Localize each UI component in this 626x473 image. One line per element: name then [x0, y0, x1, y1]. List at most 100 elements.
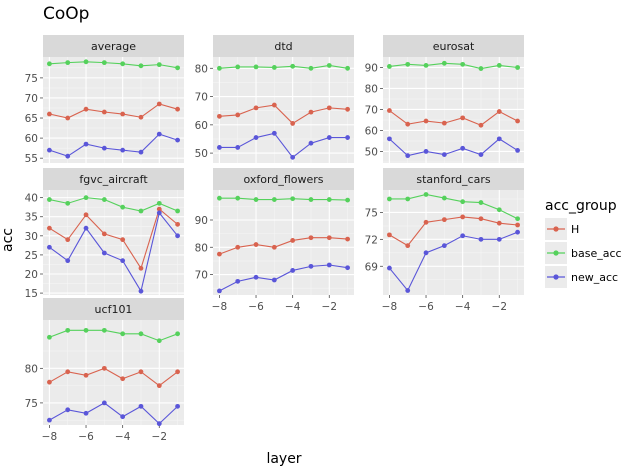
y-tick-label: 55 — [25, 153, 38, 165]
data-point-H — [83, 212, 89, 218]
legend-label: H — [571, 223, 579, 236]
strip-label: eurosat — [433, 40, 475, 53]
panel-fgvc_aircraft: fgvc_aircraft 15 20 25 30 35 40 — [25, 168, 184, 300]
data-point-H — [120, 376, 126, 382]
series-line-new_acc — [49, 402, 178, 425]
data-point-H — [235, 112, 241, 118]
data-point-H — [478, 122, 484, 128]
data-point-base_acc — [271, 65, 277, 70]
data-point-base_acc — [83, 195, 89, 201]
data-point-base_acc — [217, 195, 222, 201]
data-point-base_acc — [65, 60, 71, 66]
data-point-base_acc — [326, 197, 332, 202]
data-point-H — [515, 118, 520, 124]
data-point-base_acc — [515, 65, 520, 70]
data-point-new_acc — [47, 244, 52, 250]
strip-label: dtd — [274, 40, 292, 53]
data-point-H — [460, 115, 466, 121]
strip-label: oxford_flowers — [244, 173, 324, 186]
data-point-new_acc — [290, 268, 296, 273]
data-point-H — [308, 109, 314, 115]
data-point-H — [441, 120, 447, 126]
series-line-H — [49, 367, 178, 387]
y-tick-label: 15 — [25, 288, 38, 300]
series-line-H — [219, 237, 348, 255]
panel-oxford_flowers: oxford_flowers 70 80 90 −8 −6 −4 −2 — [195, 168, 354, 313]
data-point-H — [496, 109, 502, 114]
x-tick-label: −4 — [115, 431, 131, 443]
data-point-new_acc — [271, 277, 277, 283]
y-tick-label: 50 — [195, 148, 208, 160]
data-point-base_acc — [120, 204, 126, 210]
data-point-new_acc — [175, 403, 180, 409]
chart-title: CoOp — [43, 4, 89, 24]
data-point-H — [138, 265, 144, 271]
data-point-new_acc — [83, 225, 89, 231]
data-point-base_acc — [83, 59, 89, 65]
legend-label: new_acc — [571, 271, 618, 284]
data-point-base_acc — [138, 331, 144, 337]
data-point-new_acc — [47, 147, 52, 153]
x-tick-label: −8 — [382, 301, 397, 313]
data-point-base_acc — [460, 61, 466, 67]
data-point-H — [217, 113, 222, 119]
data-point-base_acc — [496, 63, 502, 68]
data-point-base_acc — [175, 331, 180, 337]
data-point-H — [47, 225, 52, 231]
strip-background — [43, 298, 184, 320]
y-tick-label: 25 — [25, 250, 38, 262]
data-point-new_acc — [235, 278, 241, 284]
series-line-new_acc — [219, 264, 348, 292]
data-point-base_acc — [387, 196, 392, 202]
data-point-base_acc — [478, 66, 484, 71]
data-point-new_acc — [460, 145, 466, 151]
series-line-base_acc — [389, 62, 518, 70]
data-point-base_acc — [496, 207, 502, 213]
data-point-H — [441, 217, 447, 223]
strip-label: fgvc_aircraft — [79, 173, 148, 186]
data-point-base_acc — [156, 200, 162, 206]
data-point-base_acc — [101, 60, 107, 66]
data-point-base_acc — [120, 61, 126, 67]
data-point-new_acc — [423, 149, 429, 154]
legend-key-point — [553, 226, 559, 232]
y-tick-label: 40 — [25, 193, 38, 205]
data-point-H — [235, 244, 241, 250]
y-tick-label: 80 — [365, 83, 378, 95]
x-tick-label: −2 — [322, 301, 337, 313]
y-tick-label: 60 — [195, 120, 208, 132]
series-line-base_acc — [389, 193, 518, 220]
data-point-base_acc — [47, 61, 52, 67]
data-point-new_acc — [345, 265, 350, 271]
data-point-new_acc — [405, 153, 411, 159]
data-point-new_acc — [405, 288, 411, 293]
x-axis-title: layer — [266, 451, 301, 467]
data-point-base_acc — [83, 327, 89, 333]
data-point-H — [253, 242, 259, 247]
data-point-H — [65, 237, 71, 243]
data-point-H — [175, 369, 180, 375]
strip-background — [213, 35, 354, 57]
series-line-H — [389, 216, 518, 247]
legend-entry-H: H — [545, 218, 579, 240]
legend-key-point — [553, 250, 559, 256]
data-point-H — [271, 244, 277, 250]
panel-stanford_cars: stanford_cars 69 72 75 −8 −6 −4 −2 — [365, 168, 524, 313]
data-point-base_acc — [65, 200, 71, 206]
data-point-base_acc — [290, 196, 296, 202]
data-point-new_acc — [101, 400, 107, 406]
data-point-new_acc — [120, 147, 126, 153]
data-point-new_acc — [65, 153, 71, 159]
data-point-base_acc — [235, 64, 241, 70]
data-point-H — [271, 102, 277, 108]
data-point-new_acc — [460, 233, 466, 239]
data-point-H — [101, 365, 107, 371]
data-point-H — [138, 114, 144, 120]
x-tick-label: −2 — [492, 301, 507, 313]
data-point-base_acc — [423, 192, 429, 197]
data-point-H — [83, 106, 89, 112]
data-point-H — [65, 115, 71, 121]
data-point-H — [496, 220, 502, 226]
data-point-H — [423, 118, 429, 124]
